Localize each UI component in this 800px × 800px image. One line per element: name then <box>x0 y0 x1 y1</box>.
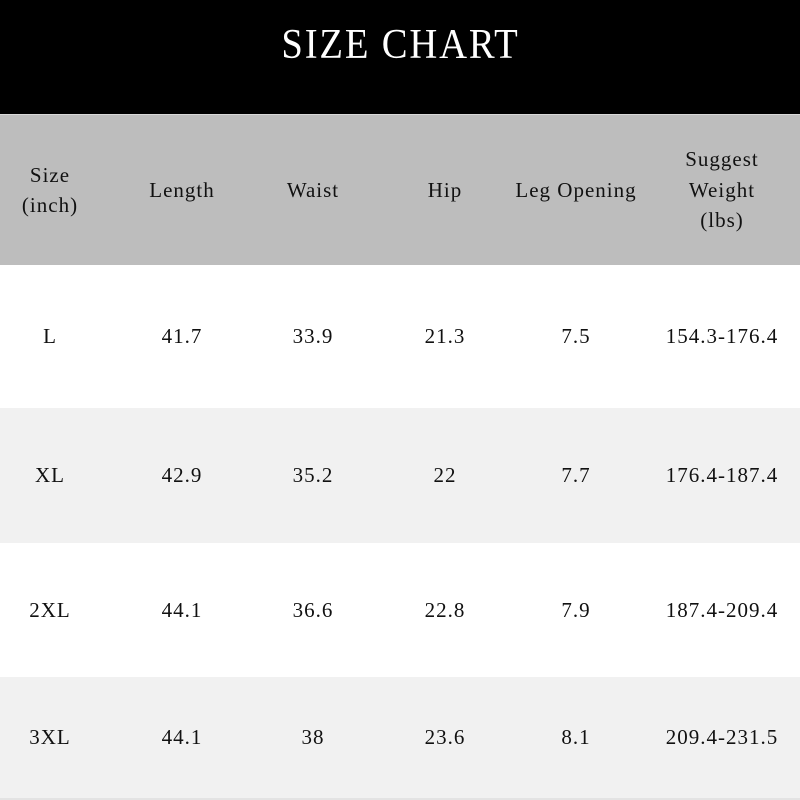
cell-length: 44.1 <box>161 725 203 750</box>
table-row-xl: XL 42.9 35.2 22 7.7 176.4-187.4 <box>0 408 800 543</box>
cell-weight: 154.3-176.4 <box>665 324 779 349</box>
header-line: (inch) <box>21 193 79 217</box>
cell-size: 2XL <box>29 597 71 622</box>
cell-weight: 209.4-231.5 <box>665 725 779 750</box>
cell-hip: 23.6 <box>424 725 466 750</box>
column-header-size: Size (inch) <box>0 160 100 221</box>
header-line: Suggest <box>685 147 759 172</box>
cell-length: 41.7 <box>161 324 203 349</box>
cell-weight: 187.4-209.4 <box>665 597 779 622</box>
cell-waist: 33.9 <box>292 324 334 349</box>
cell-waist: 36.6 <box>292 597 334 622</box>
column-header-waist: Waist <box>264 175 362 205</box>
column-header-leg-opening: Leg Opening <box>515 175 635 205</box>
header-line: (lbs) <box>700 208 744 233</box>
cell-hip: 21.3 <box>424 324 466 349</box>
header-line: Weight <box>688 177 756 202</box>
table-row-l: L 41.7 33.9 21.3 7.5 154.3-176.4 <box>0 265 800 408</box>
table-header-row: Size (inch) Length Waist Hip Leg Opening… <box>0 114 800 265</box>
cell-length: 42.9 <box>161 463 203 488</box>
header-line: Hip <box>427 177 463 202</box>
cell-waist: 35.2 <box>292 463 334 488</box>
cell-hip: 22 <box>433 463 457 488</box>
cell-length: 44.1 <box>161 597 203 622</box>
cell-weight: 176.4-187.4 <box>665 463 779 488</box>
size-table: Size (inch) Length Waist Hip Leg Opening… <box>0 114 800 800</box>
cell-size: XL <box>35 463 65 488</box>
header-line: Length <box>149 177 215 202</box>
cell-size: L <box>43 324 57 349</box>
cell-size: 3XL <box>29 725 71 750</box>
cell-leg-opening: 7.7 <box>561 463 591 488</box>
header-line: Size <box>29 162 71 187</box>
cell-hip: 22.8 <box>424 597 466 622</box>
header-line: Waist <box>286 177 340 202</box>
page-title: SIZE CHART <box>280 22 520 68</box>
column-header-length: Length <box>100 175 264 205</box>
cell-leg-opening: 8.1 <box>561 725 591 750</box>
table-row-2xl: 2XL 44.1 36.6 22.8 7.9 187.4-209.4 <box>0 543 800 677</box>
cell-leg-opening: 7.9 <box>561 597 591 622</box>
cell-leg-opening: 7.5 <box>561 324 591 349</box>
table-row-3xl: 3XL 44.1 38 23.6 8.1 209.4-231.5 <box>0 677 800 800</box>
banner: SIZE CHART <box>0 0 800 114</box>
column-header-hip: Hip <box>362 175 528 205</box>
column-header-suggest-weight: Suggest Weight (lbs) <box>624 144 800 235</box>
header-line: Leg Opening <box>515 177 637 202</box>
cell-waist: 38 <box>301 725 325 750</box>
